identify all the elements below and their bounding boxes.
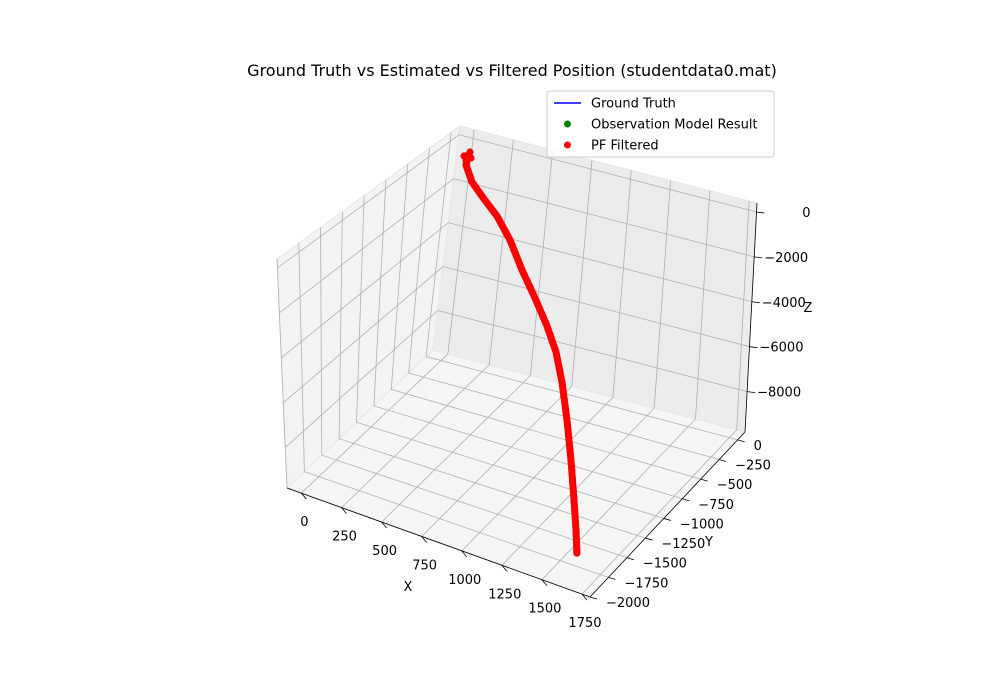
y-grid-line (320, 227, 628, 559)
y-tick-label: −1000 (680, 517, 724, 532)
y-grid-line (356, 195, 664, 519)
y-axis-label: Y (704, 535, 713, 550)
y-tick-mark (608, 576, 616, 580)
legend: Ground Truth Observation Model Result PF… (546, 90, 775, 158)
legend-label-ground-truth: Ground Truth (591, 97, 676, 112)
y-tick-label: −1500 (643, 557, 687, 572)
z-tick-label: −8000 (757, 386, 801, 401)
z-tick-label: 0 (802, 206, 810, 221)
z-axis-line (744, 202, 758, 433)
x-axis-label: X (404, 580, 413, 595)
x-tick-mark (421, 536, 427, 543)
z-tick-mark (756, 211, 765, 214)
x-grid-line (381, 149, 554, 523)
z-ticks: 0 −2000 −4000 −6000 −8000 (747, 206, 811, 401)
y-tick-mark (737, 439, 745, 443)
x-tick-label: 1000 (448, 573, 481, 588)
y-grid-line (408, 148, 720, 460)
x-tick-label: 750 (412, 558, 437, 573)
x-axis-line (286, 487, 591, 598)
x-tick-mark (501, 565, 508, 572)
x-tick-label: 0 (300, 515, 308, 530)
z-tick-label: −6000 (759, 341, 803, 356)
y-tick-label: −1250 (661, 537, 705, 552)
y-tick-mark (626, 557, 635, 561)
x-grid-line (581, 200, 750, 595)
x-grid-line (301, 129, 475, 494)
x-tick-mark (381, 521, 387, 529)
y-tick-label: −500 (717, 478, 753, 493)
y-tick-mark (645, 537, 653, 541)
y-grid-line (338, 211, 646, 539)
z-tick-mark (749, 346, 758, 349)
y-tick-label: −2000 (606, 596, 650, 611)
y-tick-mark (663, 518, 671, 521)
y-grid-line (390, 163, 701, 480)
y-tick-mark (589, 596, 598, 600)
x-tick-label: 1250 (488, 587, 521, 602)
x-grid-line (461, 170, 632, 552)
z-tick-mark (747, 391, 756, 393)
z-grid-line (281, 222, 752, 359)
x-tick-mark (461, 550, 468, 558)
legend-box (546, 90, 775, 158)
x-tick-label: 250 (332, 530, 357, 545)
z-axis-label: Z (804, 301, 813, 316)
x-ticks: 0 250 500 750 1000 1250 1500 1750 (300, 492, 602, 631)
y-tick-label: −1750 (624, 576, 668, 591)
x-tick-label: 500 (372, 544, 397, 559)
pf-filtered-point (466, 148, 474, 156)
legend-marker-pf-filtered (564, 141, 571, 149)
z-grid-line (279, 178, 755, 314)
x-grid-line (541, 190, 711, 580)
y-tick-mark (682, 498, 690, 502)
z-grid-line (284, 310, 748, 448)
y-tick-label: −750 (698, 498, 734, 513)
x-tick-mark (581, 593, 588, 601)
z-tick-mark (754, 256, 763, 259)
y-ticks: 0 −250 −500 −750 −1000 −1250 −1500 −1750 −2000 (589, 439, 771, 611)
z-tick-label: −4000 (762, 296, 806, 311)
x-tick-mark (541, 579, 548, 586)
y-tick-mark (719, 459, 727, 462)
legend-label-observation: Observation Model Result (591, 118, 758, 133)
y-tick-label: 0 (754, 439, 762, 454)
z-tick-label: −2000 (764, 251, 808, 266)
pf-filtered-series (460, 148, 581, 557)
y-tick-label: −250 (735, 459, 771, 474)
z-tick-mark (751, 301, 760, 304)
z-grid-line (283, 266, 750, 403)
x-tick-label: 1750 (568, 616, 601, 631)
z-grid-line (277, 134, 757, 269)
pf-filtered-point (462, 156, 470, 164)
legend-marker-observation (564, 120, 571, 128)
x-grid-line (501, 180, 671, 566)
x-tick-mark (341, 507, 347, 514)
legend-label-pf-filtered: PF Filtered (591, 139, 659, 154)
grid-lines (276, 129, 757, 598)
y-grid-line (298, 243, 609, 578)
x-grid-line (421, 160, 593, 537)
x-tick-label: 1500 (528, 602, 561, 617)
y-grid-line (425, 132, 738, 441)
pf-filtered-point (573, 549, 581, 557)
y-grid-line (373, 179, 683, 500)
chart-title: Ground Truth vs Estimated vs Filtered Po… (247, 61, 777, 80)
y-tick-mark (700, 478, 708, 482)
x-grid-line (341, 139, 514, 508)
x-tick-mark (301, 492, 307, 500)
